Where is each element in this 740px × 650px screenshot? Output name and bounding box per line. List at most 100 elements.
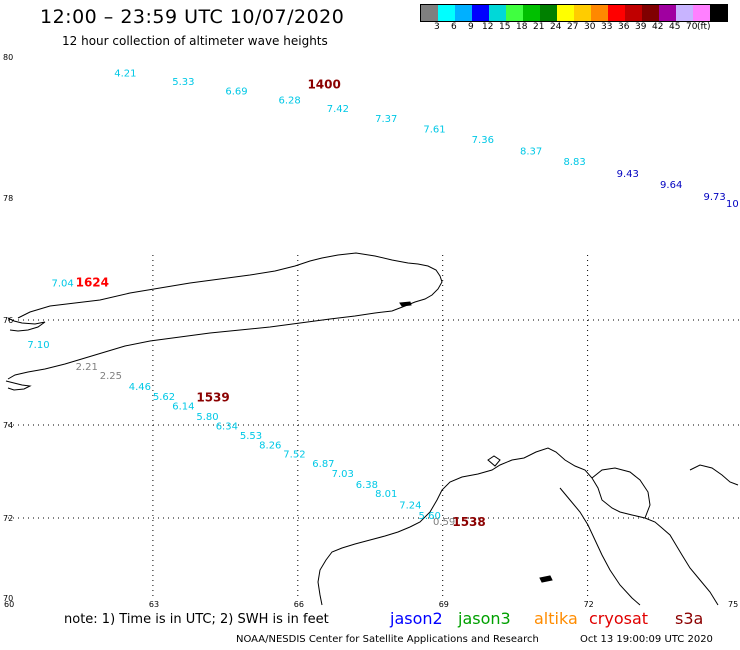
generated-timestamp: Oct 13 19:00:09 UTC 2020: [580, 634, 713, 645]
coastline-islets: [5, 380, 32, 391]
wave-height-label: 2.21: [76, 362, 98, 373]
credit: NOAA/NESDIS Center for Satellite Applica…: [236, 634, 539, 645]
satellite-s3a: s3a: [675, 609, 704, 628]
legend-swatch: [438, 5, 455, 21]
wave-height-label: 8.83: [563, 157, 585, 168]
pass-time-label: 1400: [307, 78, 340, 92]
lon-label: 72: [584, 600, 594, 609]
map-title: 12:00 – 23:59 UTC 10/07/2020: [40, 6, 345, 28]
wave-height-label: 7.24: [399, 501, 421, 512]
wave-height-label: 5.80: [196, 412, 218, 423]
pass-time-label: 1538: [452, 515, 485, 529]
legend-label: (ft): [697, 22, 711, 32]
wave-height-label: 4.46: [129, 382, 151, 393]
wave-height-label: 6.38: [356, 480, 378, 491]
legend-swatch: [676, 5, 693, 21]
lat-label: 76: [3, 316, 13, 325]
legend-label: 18: [516, 22, 528, 32]
legend-label: 70: [686, 22, 698, 32]
legend-swatch: [659, 5, 676, 21]
wave-height-label: 7.37: [375, 114, 397, 125]
coastline-islet-2: [539, 575, 553, 583]
wave-height-label: 5.53: [240, 431, 262, 442]
lon-label: 63: [149, 600, 159, 609]
graticule: [8, 255, 740, 600]
coastline-yamal: [409, 447, 719, 606]
legend-swatch: [608, 5, 625, 21]
lon-label: 69: [439, 600, 449, 609]
wave-height-label: 5.60: [419, 511, 441, 522]
wave-height-label: 2.25: [100, 371, 122, 382]
legend-swatch: [523, 5, 540, 21]
coastline-point: [399, 301, 412, 307]
wave-height-label: 6.14: [172, 401, 194, 412]
coastline-west-shore: [7, 317, 46, 332]
map-subtitle: 12 hour collection of altimeter wave hei…: [62, 34, 328, 48]
wave-height-label: 7.03: [332, 469, 354, 480]
wave-height-label: 5.33: [172, 77, 194, 88]
coastline-far-east: [689, 464, 739, 486]
legend-label: 39: [635, 22, 647, 32]
wave-height-label: 9.43: [617, 169, 639, 180]
lon-label: 75: [728, 600, 738, 609]
wave-height-label: 8.37: [520, 146, 542, 157]
wave-height-label: 7.42: [327, 104, 349, 115]
lat-label: 80: [3, 53, 13, 62]
wave-height-label: 9.64: [660, 180, 682, 191]
legend-swatch: [693, 5, 710, 21]
satellite-cryosat: cryosat: [589, 609, 649, 628]
wave-height-label: 8.01: [375, 489, 397, 500]
legend-label: 33: [601, 22, 613, 32]
legend-swatch: [421, 5, 438, 21]
lon-label: 66: [294, 600, 304, 609]
legend-swatch: [574, 5, 591, 21]
wave-height-label: 7.10: [27, 340, 49, 351]
legend-label: 30: [584, 22, 596, 32]
legend-label: 21: [533, 22, 545, 32]
legend-swatch: [540, 5, 557, 21]
coastline-east-peninsula: [559, 487, 641, 606]
wave-height-label: 6.69: [225, 86, 247, 97]
legend-label: 3: [434, 22, 440, 32]
coastline-islet-small: [487, 455, 501, 467]
legend-label: 27: [567, 22, 579, 32]
legend-swatch: [472, 5, 489, 21]
lat-label: 72: [3, 514, 13, 523]
legend-label: 42: [652, 22, 664, 32]
wave-height-label: 7.04: [51, 278, 73, 289]
altimeter-tracks: 4.21 5.33 6.69 6.28 7.42 7.37 7.61 7.36 8.37 8.83…: [27, 69, 738, 529]
lat-label: 78: [3, 194, 13, 203]
legend-label: 45: [669, 22, 681, 32]
satellite-jason3: jason3: [458, 609, 511, 628]
coastline-inlet: [591, 467, 651, 519]
legend-label: 15: [499, 22, 511, 32]
legend-swatch: [642, 5, 659, 21]
legend-swatch: [710, 5, 727, 21]
wave-height-label: 7.61: [423, 124, 445, 135]
lat-label: 74: [3, 421, 13, 430]
pass-time-label: 1624: [76, 275, 109, 289]
satellite-jason2: jason2: [390, 609, 443, 628]
wave-height-label: 6.87: [312, 459, 334, 470]
footnote: note: 1) Time is in UTC; 2) SWH is in fe…: [64, 612, 329, 627]
coastline-north-island: [7, 252, 443, 380]
legend-label: 24: [550, 22, 562, 32]
legend-swatch: [489, 5, 506, 21]
wave-height-label: 9.73: [704, 192, 726, 203]
wave-height-label: 0.59: [433, 517, 455, 528]
wave-height-label: 7.36: [472, 135, 494, 146]
legend-swatch: [625, 5, 642, 21]
wave-height-label: 10: [726, 199, 739, 210]
wave-height-label: 6.34: [216, 422, 238, 433]
pass-time-label: 1539: [196, 390, 229, 404]
legend-label: 36: [618, 22, 630, 32]
satellite-altika: altika: [534, 609, 578, 628]
wave-height-label: 8.26: [259, 440, 281, 451]
lon-label: 60: [4, 600, 14, 609]
legend-swatch: [591, 5, 608, 21]
lat-label: 70: [3, 594, 13, 603]
color-legend: [420, 4, 728, 22]
wave-height-label: 4.21: [114, 69, 136, 80]
legend-label: 9: [468, 22, 474, 32]
